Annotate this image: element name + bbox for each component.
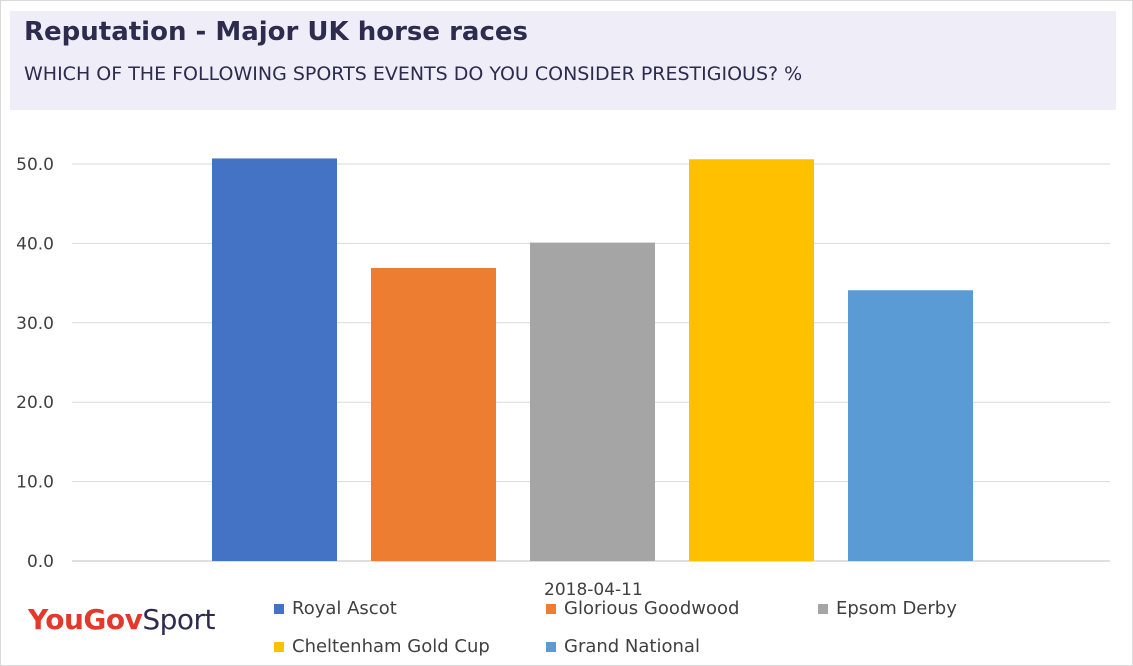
- legend-item: Royal Ascot: [274, 598, 397, 619]
- legend-swatch: [546, 641, 556, 652]
- legend-item: Epsom Derby: [818, 598, 957, 619]
- legend-label: Glorious Goodwood: [564, 598, 740, 619]
- x-category-label: 2018-04-11: [544, 580, 643, 600]
- logo-suffix: Sport: [142, 603, 216, 636]
- bar-epsom-derby: [530, 242, 655, 561]
- y-tick-label: 10.0: [16, 473, 54, 493]
- chart-header: Reputation - Major UK horse races WHICH …: [10, 11, 1116, 110]
- y-tick-label: 30.0: [16, 314, 54, 334]
- legend-swatch: [274, 641, 284, 652]
- y-tick-label: 50.0: [16, 155, 54, 175]
- y-tick-label: 40.0: [16, 234, 54, 254]
- bar-glorious-goodwood: [371, 268, 496, 561]
- logo-brand: YouGov: [28, 603, 143, 636]
- bar-cheltenham-gold-cup: [689, 159, 814, 561]
- bar-royal-ascot: [212, 158, 337, 561]
- y-tick-label: 20.0: [16, 393, 54, 413]
- chart-title: Reputation - Major UK horse races: [24, 17, 528, 47]
- yougov-sport-logo: YouGovSport: [28, 603, 216, 636]
- legend-swatch: [818, 603, 828, 614]
- legend-swatch: [546, 603, 556, 614]
- legend-item: Grand National: [546, 636, 700, 657]
- legend-label: Epsom Derby: [836, 598, 957, 619]
- legend-item: Glorious Goodwood: [546, 598, 739, 619]
- bar-grand-national: [848, 290, 973, 561]
- chart-subtitle: WHICH OF THE FOLLOWING SPORTS EVENTS DO …: [24, 63, 803, 85]
- legend-label: Cheltenham Gold Cup: [292, 636, 490, 657]
- y-tick-label: 0.0: [27, 552, 54, 572]
- legend-item: Cheltenham Gold Cup: [274, 636, 490, 657]
- legend-label: Royal Ascot: [292, 598, 397, 619]
- legend-swatch: [274, 603, 284, 614]
- legend-label: Grand National: [564, 636, 700, 657]
